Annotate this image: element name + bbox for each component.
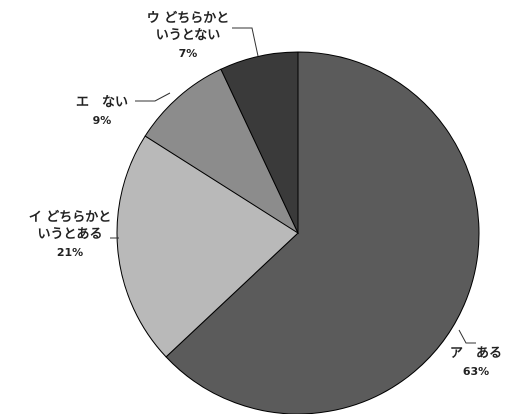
slice-label-u-line-2: いうとない <box>156 28 221 43</box>
slice-label-i-line-1: イ どちらかと <box>29 210 112 225</box>
slice-percent-u: 7% <box>179 47 198 60</box>
leader-lines <box>110 27 476 344</box>
slice-label-i-line-2: いうとある <box>37 227 102 242</box>
leader-line-e <box>135 92 171 102</box>
pie-slices <box>116 51 480 414</box>
slice-percent-e: 9% <box>93 114 112 127</box>
slice-percent-a: 63% <box>463 365 489 378</box>
slice-label-e-line-1: エ ない <box>76 95 128 110</box>
pie-slice-e <box>144 68 300 235</box>
leader-line-u <box>232 27 259 57</box>
pie-slice-i <box>116 135 299 358</box>
leader-line-a <box>458 329 476 344</box>
slice-percent-i: 21% <box>57 246 83 259</box>
pie-slice-a <box>165 51 480 414</box>
pie-slice-u <box>220 51 299 234</box>
slice-label-u-line-1: ウ どちらかと <box>147 11 230 26</box>
slice-label-a-line-1: ア ある <box>450 346 502 361</box>
